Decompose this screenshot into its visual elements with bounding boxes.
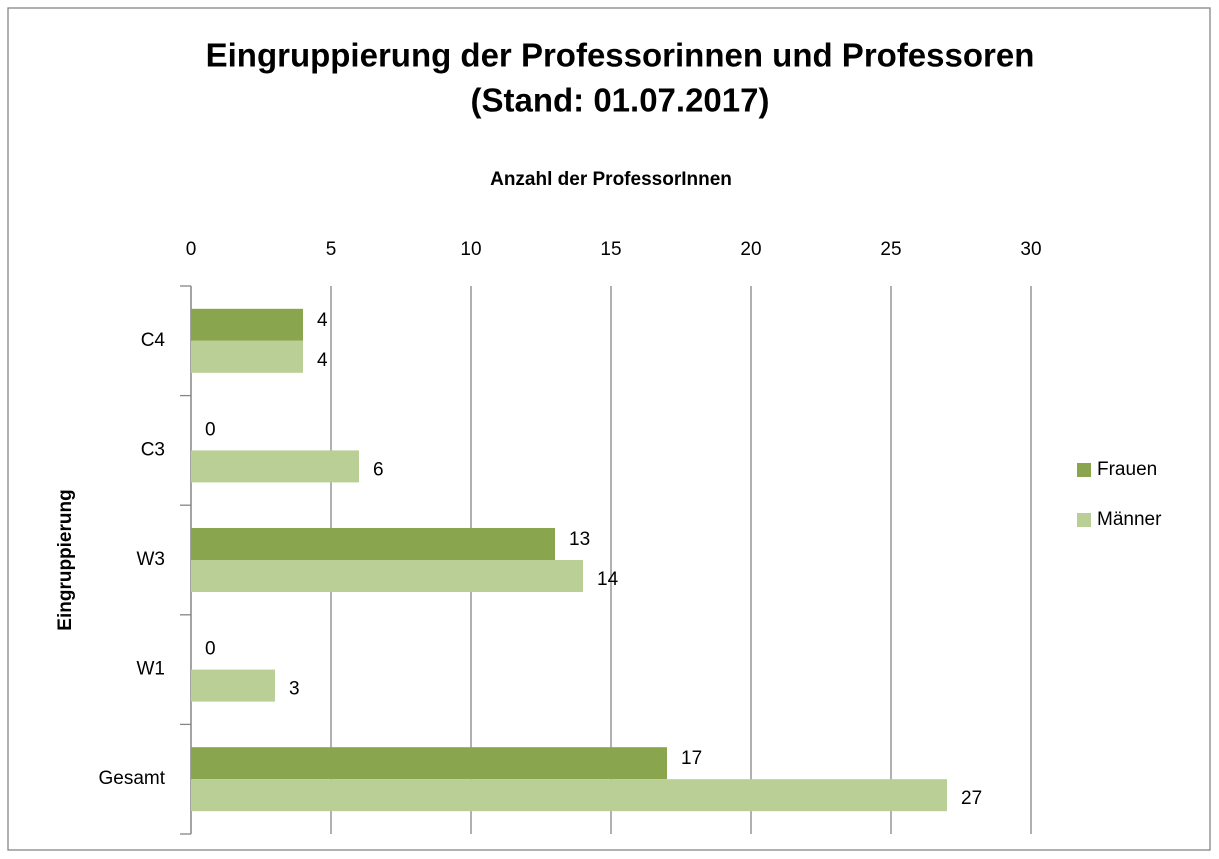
data-label: 0 [205, 419, 216, 440]
bar [191, 669, 275, 702]
data-label: 14 [597, 569, 619, 590]
data-label: 17 [681, 748, 702, 769]
x-tick-label: 20 [740, 239, 761, 260]
bar [191, 747, 667, 780]
x-tick-label: 10 [460, 239, 481, 260]
y-tick-label: Gesamt [98, 768, 165, 789]
data-label: 13 [569, 529, 590, 550]
bar [191, 779, 947, 812]
x-tick-label: 0 [186, 239, 197, 260]
y-tick-label: C3 [141, 439, 165, 460]
data-label: 6 [373, 459, 384, 480]
legend-label: Männer [1097, 509, 1162, 530]
legend-swatch [1077, 513, 1091, 527]
y-tick-label: W1 [137, 659, 166, 680]
y-axis-label: Eingruppierung [55, 489, 76, 630]
bar [191, 450, 359, 483]
bar [191, 560, 583, 592]
data-label: 4 [317, 310, 328, 331]
data-label: 4 [317, 350, 328, 371]
x-axis-label: Anzahl der ProfessorInnen [490, 169, 732, 190]
x-tick-label: 5 [326, 239, 337, 260]
x-tick-label: 25 [880, 239, 901, 260]
x-tick-label: 15 [600, 239, 621, 260]
chart-title: Eingruppierung der Professorinnen und Pr… [206, 37, 1035, 74]
data-label: 3 [289, 679, 300, 700]
legend-label: Frauen [1097, 459, 1157, 480]
bar [191, 308, 303, 341]
legend-swatch [1077, 463, 1091, 477]
chart-subtitle: (Stand: 01.07.2017) [471, 82, 770, 119]
x-tick-label: 30 [1020, 239, 1041, 260]
bar [191, 340, 303, 373]
chart-border [7, 7, 1211, 851]
y-tick-label: W3 [137, 549, 166, 570]
bar [191, 528, 555, 560]
data-label: 27 [961, 788, 982, 809]
y-tick-label: C4 [141, 330, 166, 351]
data-label: 0 [205, 639, 216, 660]
